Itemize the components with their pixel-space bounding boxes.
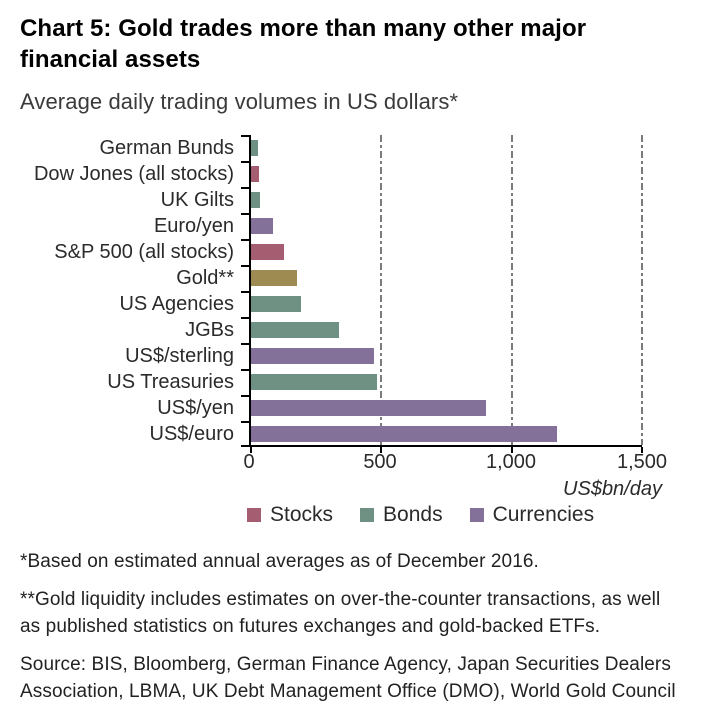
category-label: Gold** bbox=[176, 267, 234, 290]
x-axis-unit-label: US$bn/day bbox=[563, 478, 662, 501]
bar-german-bunds bbox=[251, 140, 258, 157]
x-axis-tick bbox=[510, 447, 513, 454]
chart-title: Chart 5: Gold trades more than many othe… bbox=[20, 15, 587, 73]
category-label: Dow Jones (all stocks) bbox=[33, 163, 234, 186]
source-line: Source: BIS, Bloomberg, German Finance A… bbox=[20, 654, 676, 703]
y-axis-tick bbox=[241, 135, 249, 138]
category-label: German Bunds bbox=[99, 137, 234, 160]
bar-row bbox=[251, 161, 642, 187]
bar-row bbox=[251, 265, 642, 291]
x-tick-label: 0 bbox=[243, 451, 255, 474]
bar-row bbox=[251, 135, 642, 161]
x-axis-tick bbox=[641, 447, 643, 454]
bar-row bbox=[251, 187, 642, 213]
legend-label: Stocks bbox=[270, 503, 334, 527]
bars-container bbox=[251, 135, 642, 447]
category-label: US Agencies bbox=[119, 293, 234, 316]
y-axis-tick bbox=[241, 445, 249, 448]
bar-row bbox=[251, 317, 642, 343]
x-tick-label: 1,000 bbox=[485, 451, 537, 474]
y-axis-tick bbox=[241, 161, 249, 164]
y-axis-tick bbox=[241, 317, 249, 320]
y-axis-tick bbox=[241, 213, 249, 216]
bar-us-yen bbox=[251, 400, 486, 417]
bar-euro-yen bbox=[251, 218, 273, 235]
bar-row bbox=[251, 395, 642, 421]
y-axis-tick bbox=[241, 187, 249, 190]
bar-row bbox=[251, 421, 642, 447]
bar-s-p-500-all-stocks bbox=[251, 244, 284, 261]
y-axis-tick bbox=[241, 291, 249, 294]
bar-dow-jones-all-stocks bbox=[251, 166, 259, 183]
gridline-1000 bbox=[510, 135, 513, 446]
footnote-asterisk: *Based on estimated annual averages as o… bbox=[20, 551, 539, 573]
bar-uk-gilts bbox=[251, 192, 260, 209]
bar-gold bbox=[251, 270, 298, 287]
gridline-1500 bbox=[641, 135, 643, 446]
bar-row bbox=[251, 369, 642, 395]
legend-item-bonds: Bonds bbox=[360, 503, 443, 527]
bar-row bbox=[251, 213, 642, 239]
bar-jgbs bbox=[251, 322, 340, 339]
x-axis-tick bbox=[250, 447, 252, 454]
bar-us-euro bbox=[251, 426, 557, 443]
category-label: US$/sterling bbox=[125, 345, 234, 368]
y-axis-tick bbox=[241, 421, 249, 424]
x-tick-label: 1,500 bbox=[616, 451, 668, 474]
bar-row bbox=[251, 343, 642, 369]
category-label: UK Gilts bbox=[160, 189, 234, 212]
y-axis-tick bbox=[241, 239, 249, 242]
legend-swatch-icon bbox=[469, 508, 484, 523]
bar-row bbox=[251, 291, 642, 317]
legend-label: Currencies bbox=[492, 503, 595, 527]
bar-chart: German Bunds Dow Jones (all stocks) UK Gil… bbox=[20, 135, 683, 527]
y-axis-tick bbox=[241, 369, 249, 372]
bar-us-treasuries bbox=[251, 374, 378, 391]
legend-swatch-icon bbox=[247, 508, 261, 523]
category-label: Euro/yen bbox=[153, 215, 234, 238]
footnotes: *Based on estimated annual averages as o… bbox=[20, 549, 683, 705]
category-label: US$/euro bbox=[149, 423, 235, 446]
x-tick-label: 500 bbox=[363, 451, 397, 474]
chart-subtitle: Average daily trading volumes in US doll… bbox=[20, 89, 459, 115]
gridline-500 bbox=[380, 135, 383, 446]
footnote-double-asterisk: **Gold liquidity includes estimates on o… bbox=[20, 589, 661, 638]
x-axis-tick bbox=[380, 447, 383, 454]
y-axis-tick bbox=[241, 395, 249, 398]
category-label: JGBs bbox=[185, 319, 234, 342]
category-label: US Treasuries bbox=[107, 371, 234, 394]
plot-area bbox=[241, 135, 643, 454]
x-axis-tick-labels: 0 500 1,000 1,500 bbox=[243, 451, 667, 477]
legend-label: Bonds bbox=[383, 503, 443, 527]
category-label: US$/yen bbox=[157, 397, 234, 420]
category-label: S&P 500 (all stocks) bbox=[54, 241, 234, 264]
y-axis-tick bbox=[241, 343, 249, 346]
bar-us-sterling bbox=[251, 348, 374, 365]
y-axis-tick bbox=[241, 265, 249, 268]
legend-item-currencies: Currencies bbox=[469, 503, 595, 527]
legend-swatch-icon bbox=[360, 508, 375, 523]
plot-wrap: German Bunds Dow Jones (all stocks) UK Gil… bbox=[20, 135, 683, 454]
bar-us-agencies bbox=[251, 296, 302, 313]
legend-item-stocks: Stocks bbox=[247, 503, 333, 527]
legend: Stocks Bonds Currencies bbox=[247, 503, 683, 527]
bar-row bbox=[251, 239, 642, 265]
y-axis-labels: German Bunds Dow Jones (all stocks) UK Gil… bbox=[20, 135, 249, 447]
